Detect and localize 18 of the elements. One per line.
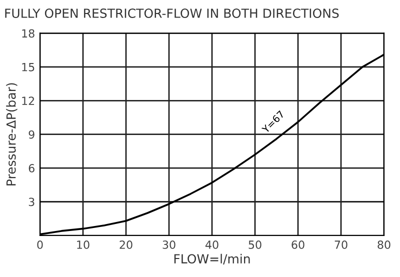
x-tick-label: 10	[77, 240, 90, 249]
y-tick-label: 3	[28, 198, 34, 206]
x-axis-title: FLOW=l/min	[174, 254, 250, 264]
x-tick-label: 60	[292, 240, 304, 249]
chart-title: FULLY OPEN RESTRICTOR-FLOW IN BOTH DIRECTIONS	[5, 8, 339, 18]
y-tick-label: 9	[28, 130, 34, 139]
x-tick-label: 20	[120, 240, 132, 249]
y-tick-label: 12	[22, 96, 34, 105]
y-tick-label: 15	[22, 63, 34, 72]
x-tick-label: 50	[248, 240, 262, 249]
x-tick-label: 70	[334, 240, 348, 249]
y-tick-label: 18	[22, 29, 34, 38]
y-tick-label: 6	[28, 164, 34, 172]
x-tick-label: 80	[378, 240, 390, 249]
x-tick-label: 30	[162, 240, 176, 249]
y-axis-title: Pressure-ΔP(bar)	[6, 83, 18, 186]
x-tick-label: 0	[37, 240, 43, 249]
x-tick-label: 40	[205, 240, 218, 249]
